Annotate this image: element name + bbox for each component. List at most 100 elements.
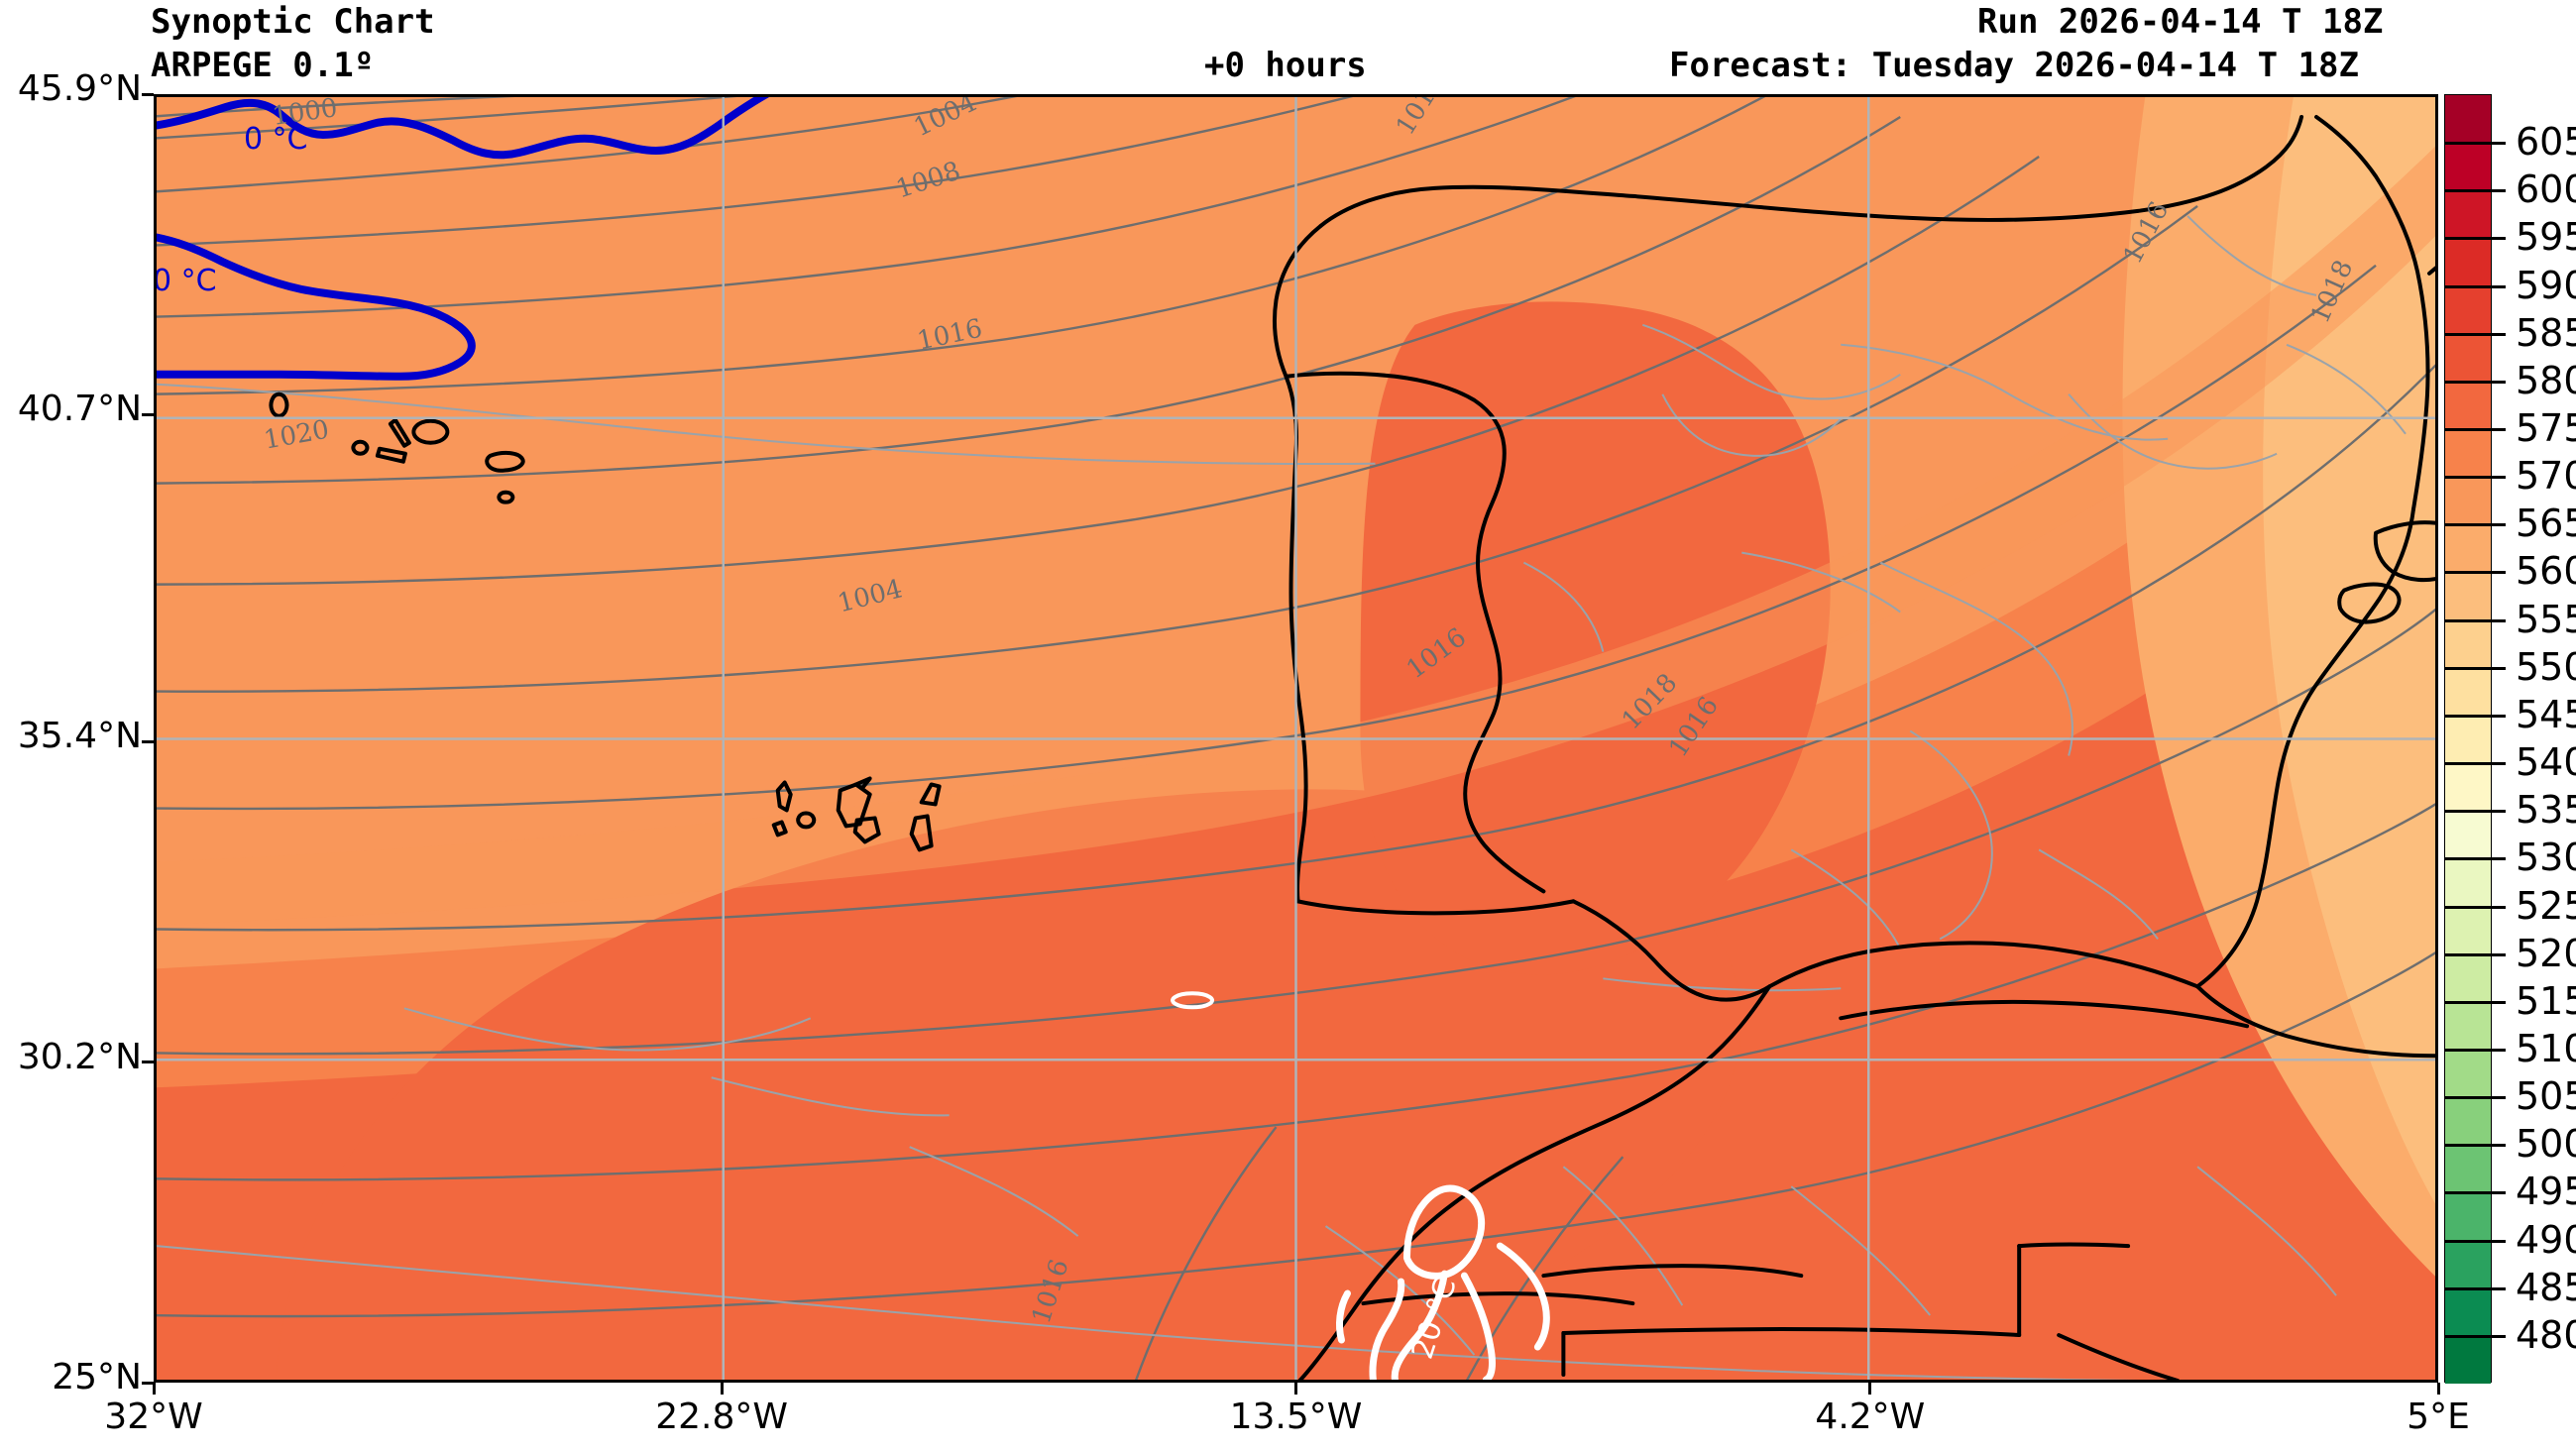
colorbar-tick-595 bbox=[2444, 237, 2506, 241]
colorbar-segment-24 bbox=[2445, 1240, 2491, 1288]
colorbar-segment-8 bbox=[2445, 477, 2491, 525]
model-subtitle: ARPEGE 0.1º bbox=[151, 46, 375, 85]
lon-tick-label-2: 13.5°W bbox=[1229, 1396, 1363, 1437]
colorbar-segment-20 bbox=[2445, 1049, 2491, 1097]
contour-labels: 1000 1004 1008 1012 1016 1016 1020 1018 … bbox=[157, 97, 2359, 1363]
isobar-label-1004: 1004 bbox=[910, 97, 982, 143]
colorbar-segment-7 bbox=[2445, 428, 2491, 478]
colorbar-label-505: 505 bbox=[2516, 1074, 2576, 1119]
colorbar-tick-510 bbox=[2444, 1048, 2506, 1052]
colorbar-label-580: 580 bbox=[2516, 358, 2576, 402]
colorbar-label-525: 525 bbox=[2516, 883, 2576, 928]
lat-tick-mark-1 bbox=[142, 1061, 154, 1064]
colorbar-label-480: 480 bbox=[2516, 1312, 2576, 1357]
colorbar-label-575: 575 bbox=[2516, 406, 2576, 451]
isobar-label-1018a: 1018 bbox=[2305, 256, 2359, 328]
colorbar-segment-19 bbox=[2445, 1001, 2491, 1050]
lat-tick-label-3: 40.7°N bbox=[17, 389, 142, 430]
lat-tick-label-0: 25°N bbox=[52, 1357, 142, 1397]
lead-time-label: +0 hours bbox=[1204, 46, 1367, 85]
colorbar-tick-600 bbox=[2444, 189, 2506, 193]
colorbar-segment-5 bbox=[2445, 333, 2491, 382]
lon-tick-label-0: 32°W bbox=[104, 1396, 203, 1437]
colorbar-tick-590 bbox=[2444, 284, 2506, 288]
colorbar[interactable] bbox=[2444, 94, 2492, 1384]
colorbar-label-515: 515 bbox=[2516, 978, 2576, 1023]
map-plot-area: 1000 1004 1008 1012 1016 1016 1020 1018 … bbox=[154, 94, 2438, 1383]
colorbar-segment-10 bbox=[2445, 572, 2491, 620]
colorbar-label-490: 490 bbox=[2516, 1217, 2576, 1262]
colorbar-tick-585 bbox=[2444, 332, 2506, 336]
colorbar-tick-490 bbox=[2444, 1239, 2506, 1243]
lon-tick-label-4: 5°E bbox=[2407, 1396, 2470, 1437]
colorbar-segment-26 bbox=[2445, 1335, 2491, 1384]
colorbar-label-555: 555 bbox=[2516, 597, 2576, 641]
colorbar-segment-6 bbox=[2445, 381, 2491, 429]
colorbar-label-550: 550 bbox=[2516, 644, 2576, 689]
colorbar-tick-555 bbox=[2444, 618, 2506, 622]
colorbar-label-560: 560 bbox=[2516, 549, 2576, 594]
colorbar-tick-580 bbox=[2444, 380, 2506, 384]
colorbar-label-510: 510 bbox=[2516, 1026, 2576, 1070]
colorbar-segment-21 bbox=[2445, 1096, 2491, 1146]
colorbar-segment-16 bbox=[2445, 858, 2491, 907]
colorbar-segment-12 bbox=[2445, 667, 2491, 716]
lat-tick-label-1: 30.2°N bbox=[17, 1036, 142, 1077]
colorbar-segment-4 bbox=[2445, 285, 2491, 334]
pressure-isobars bbox=[157, 97, 2435, 1380]
colorbar-segment-22 bbox=[2445, 1145, 2491, 1193]
colorbar-tick-535 bbox=[2444, 810, 2506, 814]
isobar-label-1016e: 1016 bbox=[1027, 1256, 1075, 1327]
colorbar-segment-3 bbox=[2445, 238, 2491, 286]
temp-contour-label-0c-upper: 0 °C bbox=[244, 122, 308, 157]
colorbar-label-500: 500 bbox=[2516, 1122, 2576, 1167]
colorbar-label-535: 535 bbox=[2516, 788, 2576, 833]
temp-contour-label-0c-lower: 0 °C bbox=[157, 264, 217, 298]
lat-tick-label-4: 45.9°N bbox=[17, 68, 142, 109]
colorbar-label-540: 540 bbox=[2516, 740, 2576, 785]
colorbar-tick-545 bbox=[2444, 714, 2506, 718]
colorbar-tick-505 bbox=[2444, 1096, 2506, 1100]
colorbar-label-485: 485 bbox=[2516, 1265, 2576, 1309]
coastlines-and-borders bbox=[157, 114, 2435, 1380]
colorbar-tick-530 bbox=[2444, 857, 2506, 861]
colorbar-tick-520 bbox=[2444, 952, 2506, 956]
lon-tick-mark-1 bbox=[720, 1383, 724, 1395]
colorbar-segment-9 bbox=[2445, 524, 2491, 573]
isobar-label-1008: 1008 bbox=[893, 157, 964, 205]
isobar-label-1012: 1012 bbox=[1391, 97, 1450, 141]
colorbar-segment-15 bbox=[2445, 811, 2491, 859]
isobar-label-1004b: 1004 bbox=[835, 574, 905, 618]
colorbar-segment-14 bbox=[2445, 762, 2491, 812]
colorbar-tick-485 bbox=[2444, 1286, 2506, 1290]
colorbar-segment-13 bbox=[2445, 715, 2491, 763]
lon-tick-label-3: 4.2°W bbox=[1815, 1396, 1926, 1437]
colorbar-tick-480 bbox=[2444, 1334, 2506, 1338]
isobar-label-1018b: 1018 bbox=[1617, 668, 1684, 735]
colorbar-segment-25 bbox=[2445, 1287, 2491, 1336]
colorbar-label-520: 520 bbox=[2516, 931, 2576, 975]
isobar-label-1016b: 1016 bbox=[2118, 197, 2176, 269]
colorbar-tick-500 bbox=[2444, 1144, 2506, 1148]
lat-lon-gridlines bbox=[157, 97, 2435, 1380]
page-title: Synoptic Chart bbox=[151, 2, 435, 42]
run-time-label: Run 2026-04-14 T 18Z bbox=[1977, 2, 2384, 42]
lat-tick-mark-4 bbox=[142, 92, 154, 96]
colorbar-tick-560 bbox=[2444, 571, 2506, 575]
colorbar-label-600: 600 bbox=[2516, 168, 2576, 212]
colorbar-label-570: 570 bbox=[2516, 454, 2576, 499]
colorbar-tick-605 bbox=[2444, 142, 2506, 146]
lat-tick-label-2: 35.4°N bbox=[17, 716, 142, 757]
temp-contour-label-20c: 20 °C bbox=[1405, 1274, 1464, 1363]
colorbar-label-590: 590 bbox=[2516, 263, 2576, 307]
temperature-contours bbox=[157, 97, 1550, 1380]
colorbar-segment-0 bbox=[2445, 95, 2491, 144]
colorbar-tick-575 bbox=[2444, 428, 2506, 432]
colorbar-segment-18 bbox=[2445, 953, 2491, 1002]
lon-tick-mark-0 bbox=[152, 1383, 156, 1395]
colorbar-tick-515 bbox=[2444, 1000, 2506, 1004]
colorbar-label-585: 585 bbox=[2516, 310, 2576, 355]
colorbar-tick-495 bbox=[2444, 1191, 2506, 1195]
colorbar-segment-11 bbox=[2445, 619, 2491, 668]
